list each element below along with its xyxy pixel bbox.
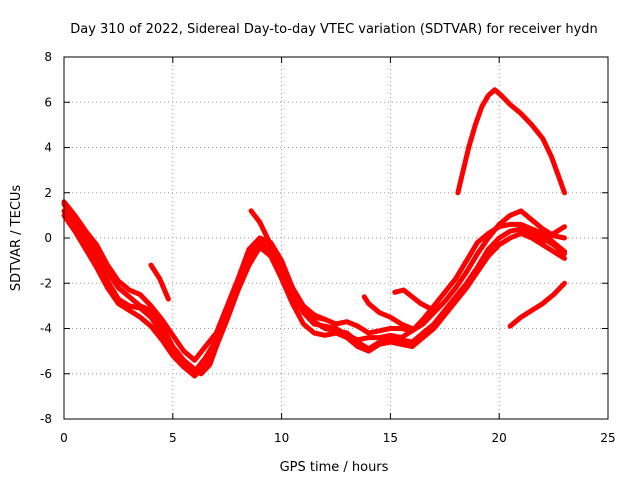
y-tick-label: -2 [40, 276, 52, 290]
chart-title: Day 310 of 2022, Sidereal Day-to-day VTE… [70, 22, 598, 37]
x-tick-label: 5 [169, 431, 177, 445]
series-segment-d [392, 287, 433, 311]
series-segment-f [518, 224, 567, 245]
y-tick-label: -4 [40, 322, 52, 336]
y-tick-labels: -8 -6 -4 -2 0 2 4 6 8 [40, 50, 52, 426]
x-tick-labels: 0 5 10 15 20 25 [60, 431, 615, 445]
series-segment-g [529, 228, 567, 257]
series-trace-2 [61, 208, 567, 374]
tick-marks [63, 56, 609, 420]
y-tick-label: -6 [40, 367, 52, 381]
x-tick-label: 20 [492, 431, 507, 445]
series-segment-c [361, 294, 415, 331]
series-segment-a [148, 262, 171, 302]
series-trace-3 [61, 212, 567, 379]
series-segment-e [507, 280, 567, 329]
y-tick-label: 0 [44, 231, 52, 245]
y-tick-label: 8 [44, 50, 52, 64]
y-axis-title: SDTVAR / TECUs [9, 185, 24, 292]
series-trace-1 [61, 201, 567, 377]
series-arc-high [455, 87, 567, 196]
y-tick-label: 6 [44, 95, 52, 109]
y-tick-label: -8 [40, 412, 52, 426]
series-segment-b [248, 208, 328, 322]
series-trace-4 [61, 199, 567, 363]
x-tick-label: 25 [600, 431, 615, 445]
x-tick-label: 10 [274, 431, 289, 445]
y-tick-label: 4 [44, 141, 52, 155]
series-layer [61, 87, 567, 379]
y-tick-label: 2 [44, 186, 52, 200]
x-tick-label: 0 [60, 431, 68, 445]
x-tick-label: 15 [383, 431, 398, 445]
x-axis-title: GPS time / hours [280, 460, 389, 475]
